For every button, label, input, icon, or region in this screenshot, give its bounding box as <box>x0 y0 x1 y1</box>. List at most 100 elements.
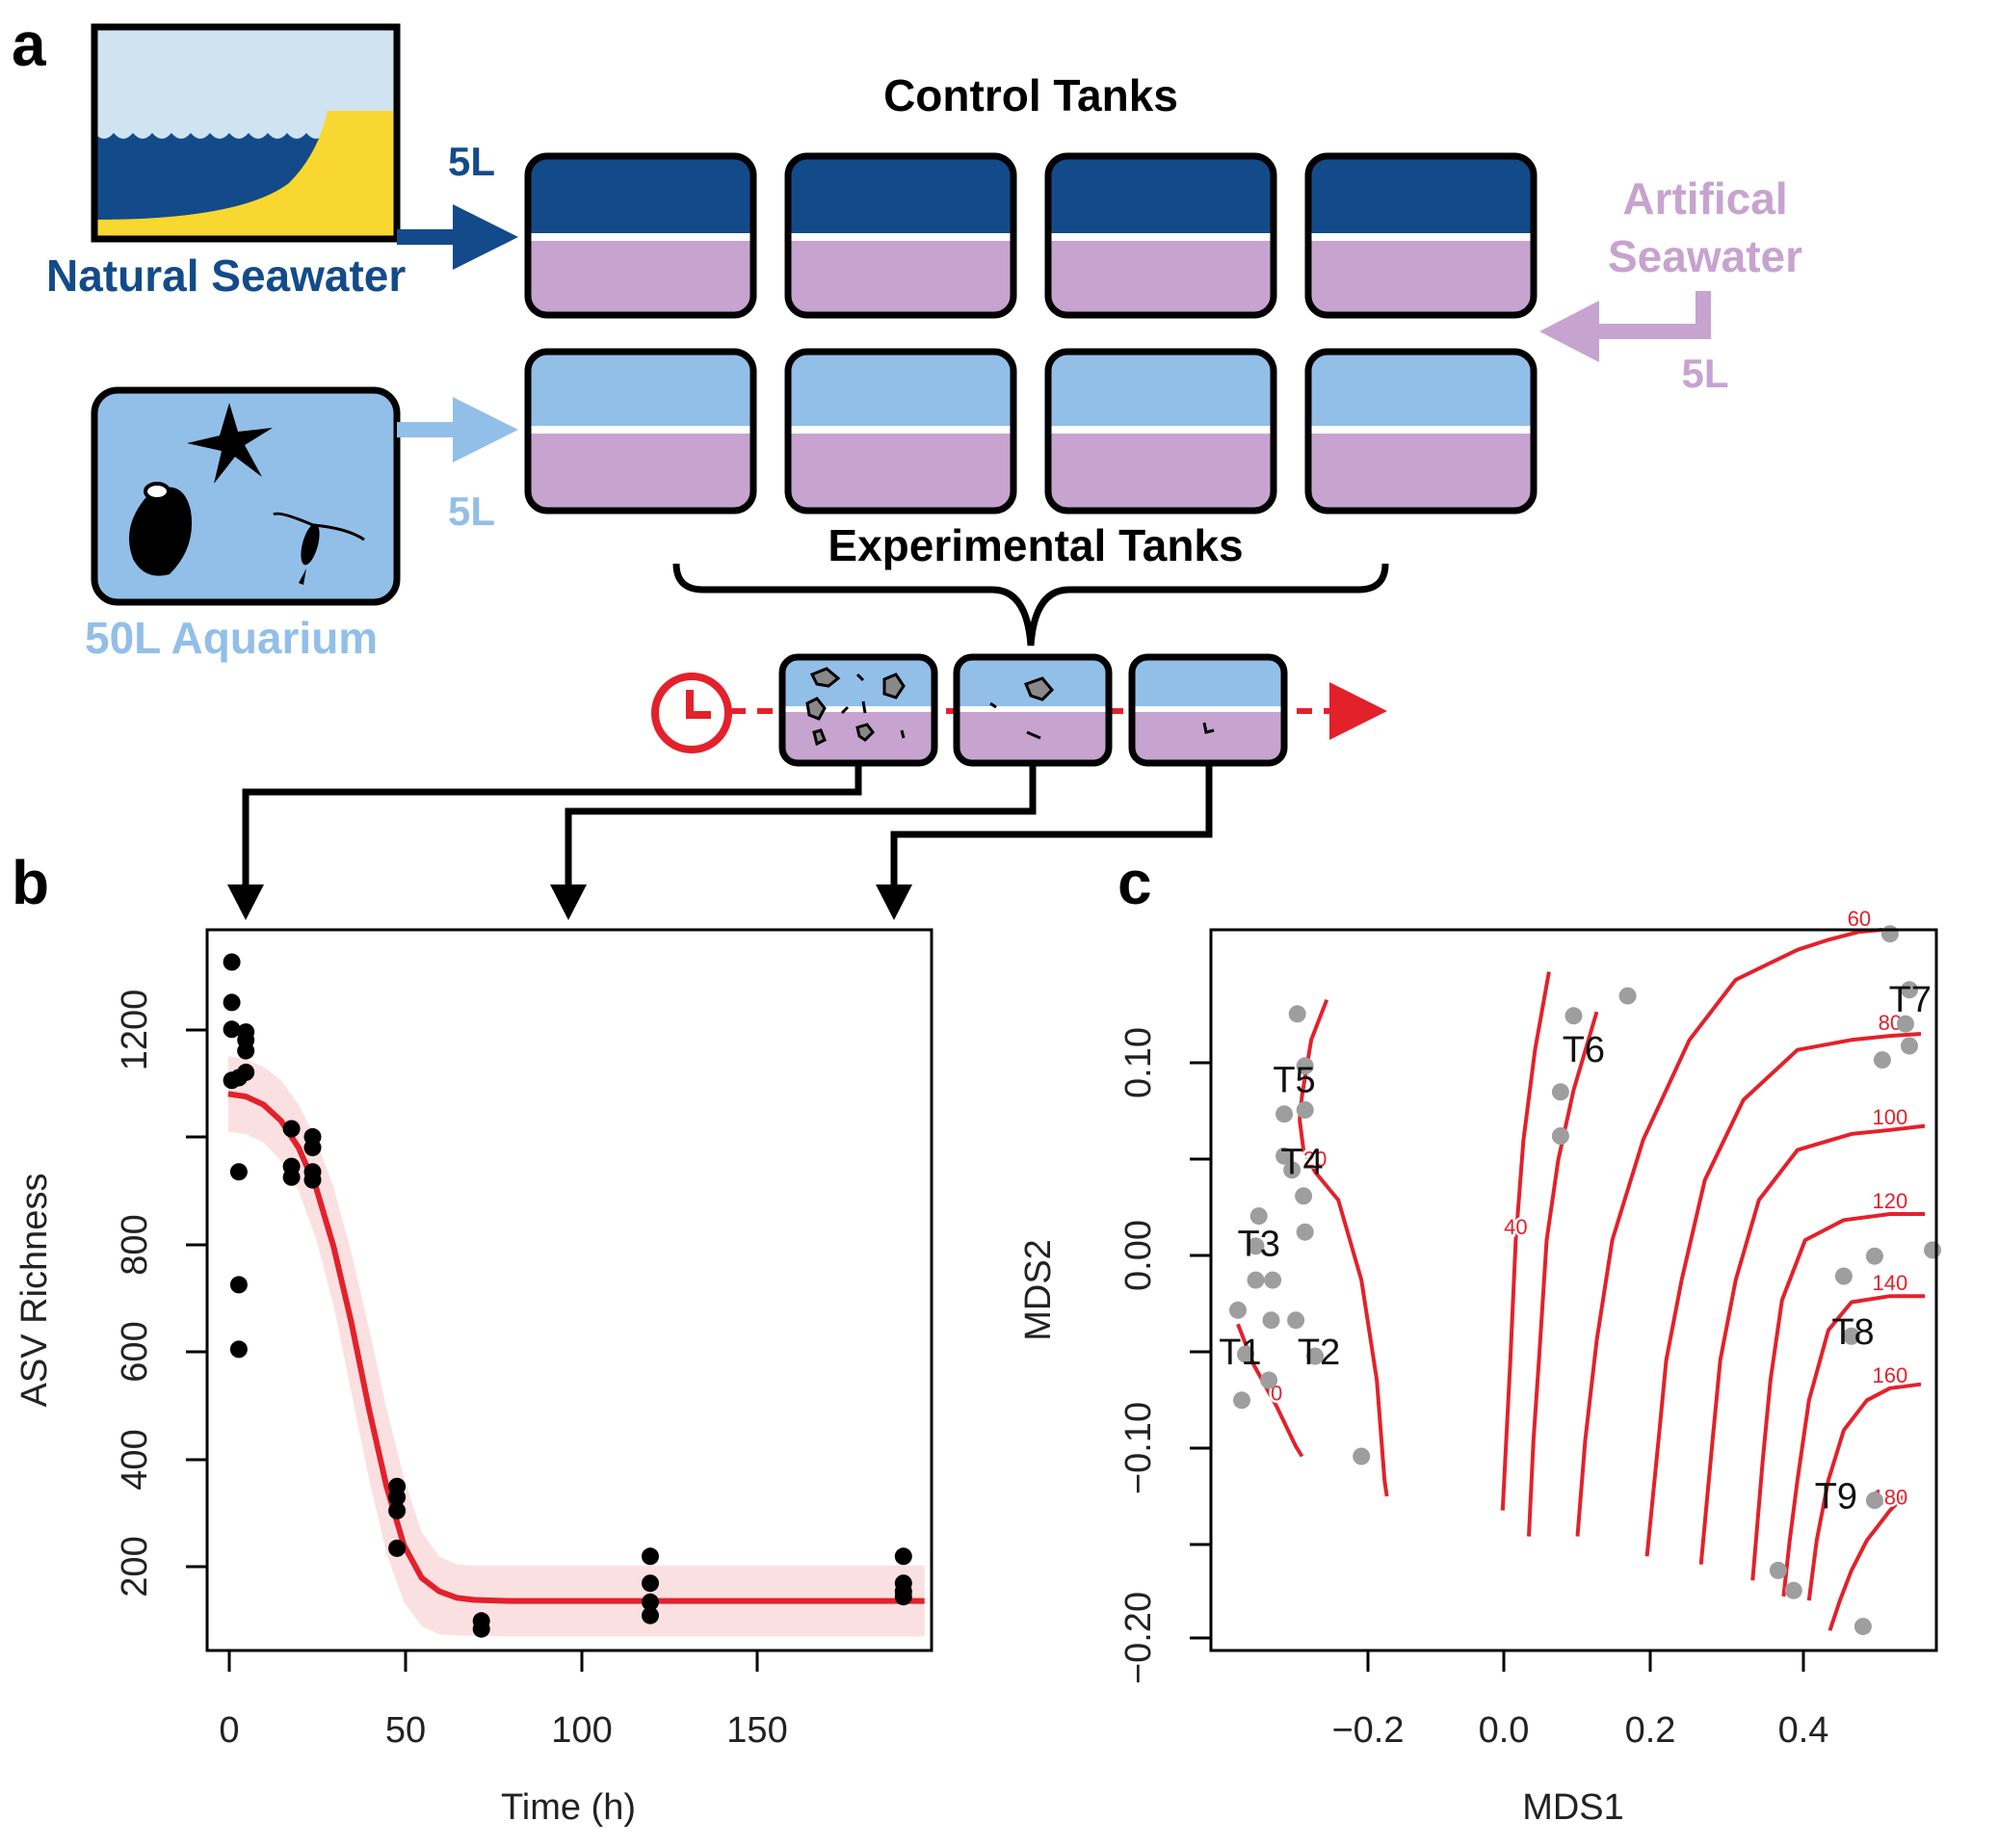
data-point <box>229 1340 248 1359</box>
y-tick-label: −0.20 <box>1118 1592 1159 1684</box>
data-point <box>1264 1271 1282 1289</box>
control-tanks-title: Control Tanks <box>883 70 1178 120</box>
control-tank <box>524 152 757 319</box>
data-point <box>1296 1057 1314 1075</box>
panel-a-label: a <box>12 10 46 79</box>
data-point <box>1865 1247 1883 1265</box>
x-axis: 0 50 100 150 Time (h) <box>219 1649 788 1828</box>
data-point <box>472 1620 490 1638</box>
clock-icon <box>651 673 732 753</box>
control-tanks-row <box>524 152 1538 319</box>
contour-line <box>1500 971 1551 1511</box>
x-tick-label: −0.2 <box>1331 1710 1404 1751</box>
sea-squirt-icon <box>129 482 193 576</box>
control-tank <box>784 152 1017 319</box>
data-point <box>229 1276 248 1294</box>
contour-level-label: 60 <box>1848 907 1871 931</box>
data-point <box>1262 1311 1280 1330</box>
confidence-band <box>227 1056 925 1637</box>
ordination-points <box>1229 925 1941 1636</box>
data-point <box>1233 1391 1250 1410</box>
data-points <box>223 953 912 1638</box>
artificial-volume-label: 5L <box>1681 351 1728 396</box>
experimental-tank <box>1044 348 1277 515</box>
contour-level-label: 100 <box>1873 1105 1908 1129</box>
data-point <box>1353 1447 1371 1465</box>
data-point <box>894 1588 912 1606</box>
data-point <box>1247 1237 1265 1255</box>
data-point <box>1296 1223 1314 1241</box>
experimental-tanks-row <box>524 348 1538 515</box>
x-tick-label: 100 <box>551 1710 612 1751</box>
data-point <box>1295 1187 1313 1205</box>
artificial-seawater-label-line1: Artifical <box>1622 173 1787 224</box>
data-point <box>388 1539 407 1557</box>
y-tick-label: 400 <box>115 1429 155 1490</box>
data-point <box>1897 1015 1914 1033</box>
data-point <box>388 1501 407 1519</box>
data-point <box>1275 1147 1294 1165</box>
experimental-brace <box>672 563 1389 647</box>
data-point <box>282 1168 301 1186</box>
data-point <box>1564 1007 1583 1025</box>
data-point <box>1296 1101 1314 1119</box>
aquarium-volume-label: 5L <box>448 488 495 534</box>
data-point <box>1287 1311 1305 1330</box>
data-point <box>1551 1083 1569 1101</box>
x-axis: −0.2 0.0 0.2 0.4 MDS1 <box>1331 1649 1828 1828</box>
tank-label: T7 <box>1889 980 1932 1020</box>
x-tick-label: 50 <box>385 1710 426 1751</box>
data-point <box>237 1042 255 1060</box>
data-point <box>1237 1345 1254 1363</box>
y-axis-title: MDS2 <box>1018 1239 1059 1341</box>
contour-level-label: 120 <box>1873 1189 1908 1213</box>
timeline-arrowhead-icon <box>1329 682 1387 740</box>
y-tick-label: 600 <box>115 1321 155 1382</box>
data-point <box>1924 1241 1941 1259</box>
experimental-tanks-title: Experimental Tanks <box>828 520 1243 570</box>
data-point <box>1901 1037 1918 1055</box>
timepoint-tank-late <box>1128 653 1288 767</box>
data-point <box>282 1120 301 1138</box>
data-point <box>1834 1267 1853 1285</box>
natural-seawater-box <box>91 23 401 243</box>
tank-label: T3 <box>1238 1225 1280 1265</box>
data-point <box>894 1547 912 1566</box>
x-tick-label: 150 <box>726 1710 787 1751</box>
contour-line <box>1781 1294 1925 1597</box>
artificial-seawater-label-line2: Seawater <box>1608 231 1802 281</box>
experimental-tank <box>524 348 757 515</box>
data-point <box>1283 1161 1301 1179</box>
x-tick-label: 0 <box>219 1710 239 1751</box>
natural-arrow-icon <box>397 204 518 270</box>
x-tick-label: 0.2 <box>1625 1710 1676 1751</box>
connector-arrows <box>242 763 1213 888</box>
y-tick-label: 0.00 <box>1118 1220 1159 1291</box>
y-tick-label: 1200 <box>115 990 155 1071</box>
data-point <box>642 1547 659 1566</box>
data-point <box>642 1574 659 1593</box>
contour-line <box>1644 1032 1922 1557</box>
y-tick-label: 200 <box>115 1536 155 1597</box>
tank-label: T6 <box>1563 1030 1605 1070</box>
contour-level-label: 160 <box>1873 1363 1908 1387</box>
experimental-tank <box>784 348 1017 515</box>
data-point <box>1260 1371 1278 1389</box>
fit-line <box>227 1091 925 1604</box>
data-point <box>1853 1618 1872 1636</box>
data-point <box>1901 981 1918 999</box>
data-point <box>237 1063 255 1081</box>
control-tank <box>1044 152 1277 319</box>
experimental-tank <box>1304 348 1538 515</box>
x-tick-label: 0.0 <box>1479 1710 1530 1751</box>
contour-level-label: 140 <box>1873 1271 1908 1295</box>
tank-label: T9 <box>1815 1477 1857 1518</box>
confidence-band-area <box>227 1056 925 1637</box>
timepoint-tank-mid <box>953 653 1113 767</box>
connector-arrowheads <box>227 884 912 920</box>
natural-seawater-label: Natural Seawater <box>46 251 406 301</box>
contour-line <box>1750 1212 1925 1581</box>
data-point <box>1306 1347 1325 1365</box>
